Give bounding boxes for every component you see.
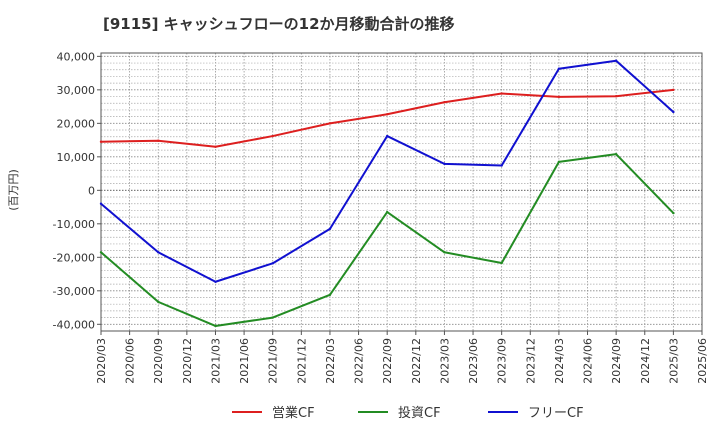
series-3-point bbox=[157, 251, 160, 254]
x-tick-label: 2024/12 bbox=[639, 338, 652, 384]
series-3-point bbox=[214, 280, 217, 283]
series-2-point bbox=[385, 210, 389, 214]
series-1-point bbox=[385, 113, 389, 116]
x-tick-label: 2020/12 bbox=[181, 338, 194, 384]
series-1-point bbox=[672, 88, 675, 92]
x-tick-label: 2024/09 bbox=[610, 338, 623, 384]
series-3-point bbox=[271, 262, 274, 265]
x-tick-label: 2021/03 bbox=[209, 338, 222, 384]
series-1-point bbox=[271, 134, 274, 138]
series-2-point bbox=[157, 300, 160, 304]
x-tick-label: 2024/06 bbox=[582, 338, 595, 384]
y-tick-label: 30,000 bbox=[57, 84, 96, 97]
plot-background bbox=[101, 53, 702, 331]
x-tick-label: 2021/09 bbox=[267, 338, 280, 384]
x-tick-label: 2022/06 bbox=[353, 338, 366, 384]
series-1-point bbox=[157, 139, 160, 142]
y-tick-label: -20,000 bbox=[53, 251, 95, 264]
y-tick-label: -40,000 bbox=[53, 318, 95, 331]
series-3-point bbox=[328, 227, 332, 231]
series-3-point bbox=[443, 162, 446, 166]
series-2-point bbox=[443, 251, 446, 254]
series-1-point bbox=[500, 92, 503, 95]
legend: 営業CF 投資CF フリーCF bbox=[232, 405, 584, 421]
series-2-point bbox=[500, 261, 503, 265]
series-2-point bbox=[614, 152, 618, 156]
series-2-point bbox=[214, 324, 217, 328]
plot-border bbox=[100, 52, 703, 332]
series-2-point bbox=[672, 211, 675, 215]
series-1-point bbox=[99, 140, 103, 143]
series-2-point bbox=[271, 316, 274, 319]
series-1-point bbox=[443, 101, 446, 104]
x-tick-label: 2024/03 bbox=[553, 338, 566, 384]
x-tick-label: 2020/09 bbox=[152, 338, 165, 384]
series-3-point bbox=[99, 202, 103, 205]
series-1-point bbox=[557, 95, 561, 99]
x-tick-label: 2020/06 bbox=[124, 338, 137, 384]
y-axis-label: (百万円) bbox=[7, 169, 20, 211]
series-1-point bbox=[214, 145, 217, 148]
y-tick-label: 10,000 bbox=[57, 151, 96, 164]
y-tick-label: -30,000 bbox=[53, 285, 95, 298]
x-tick-label: 2022/09 bbox=[381, 338, 394, 384]
y-tick-label: -10,000 bbox=[53, 218, 95, 231]
y-tick-label: 20,000 bbox=[57, 117, 96, 130]
legend-label-1: 営業CF bbox=[272, 405, 315, 421]
x-tick-label: 2021/06 bbox=[238, 338, 251, 384]
x-tick-label: 2023/12 bbox=[524, 338, 537, 384]
series-3-point bbox=[385, 134, 389, 138]
plot-area: 40,000 30,000 20,000 10,000 0 -10,000 -20,000 -… bbox=[53, 50, 709, 383]
y-tick-label: 0 bbox=[88, 184, 95, 197]
series-2-point bbox=[99, 251, 103, 254]
x-tick-label: 2023/03 bbox=[438, 338, 451, 384]
series-1-point bbox=[614, 95, 618, 98]
legend-label-2: 投資CF bbox=[398, 405, 441, 421]
legend-label-3: フリーCF bbox=[528, 406, 584, 421]
x-tick-label: 2021/12 bbox=[295, 338, 308, 384]
x-tick-label: 2022/03 bbox=[324, 338, 337, 384]
x-tick-label: 2025/06 bbox=[696, 338, 709, 384]
chart-title: [9115] キャッシュフローの12か月移動合計の推移 bbox=[103, 15, 455, 33]
x-tick-label: 2025/03 bbox=[667, 338, 680, 384]
series-3-point bbox=[672, 110, 675, 114]
series-3-point bbox=[500, 164, 503, 167]
x-tick-label: 2023/09 bbox=[496, 338, 509, 384]
y-tick-label: 40,000 bbox=[57, 50, 96, 63]
x-tick-label: 2022/12 bbox=[410, 338, 423, 384]
series-3-point bbox=[557, 67, 561, 70]
series-1-point bbox=[328, 122, 332, 125]
x-tick-label: 2023/06 bbox=[467, 338, 480, 384]
series-2-point bbox=[557, 160, 561, 164]
series-2-point bbox=[328, 293, 332, 297]
series-3-point bbox=[614, 59, 618, 62]
x-tick-label: 2020/03 bbox=[95, 338, 108, 384]
